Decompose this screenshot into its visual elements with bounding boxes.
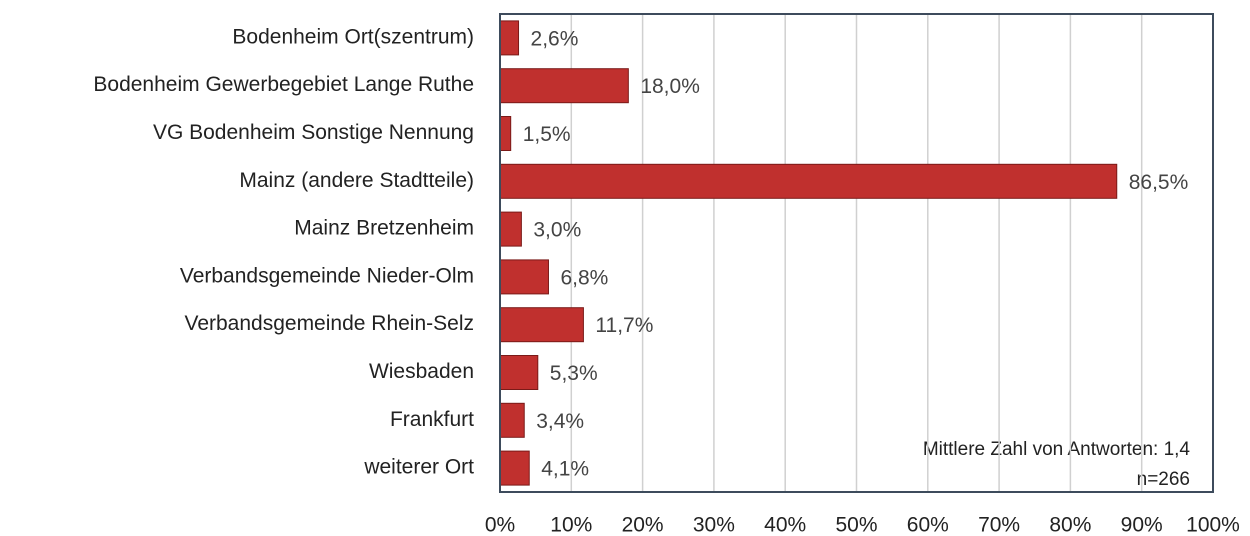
bar [499,211,522,247]
bar [499,450,530,486]
y-tick-label: VG Bodenheim Sonstige Nennung [153,121,474,144]
x-tick-label: 0% [485,514,515,536]
value-label: 2,6% [531,27,579,50]
y-tick-label: weiterer Ort [363,456,474,479]
x-tick-label: 10% [550,514,592,536]
y-tick-label: Verbandsgemeinde Nieder-Olm [180,264,474,287]
x-tick-label: 20% [622,514,664,536]
bar [499,163,1118,199]
y-tick-label: Wiesbaden [369,360,474,383]
y-tick-label: Mainz Bretzenheim [294,217,474,240]
bar [499,116,512,151]
value-label: 86,5% [1129,171,1189,194]
x-tick-label: 70% [978,514,1020,536]
y-tick-label: Frankfurt [390,408,474,431]
bar [499,259,549,295]
value-label: 6,8% [560,266,608,289]
annotation: Mittlere Zahl von Antworten: 1,4 [923,439,1191,460]
x-tick-label: 90% [1121,514,1163,536]
value-label: 5,3% [550,362,598,385]
bar [499,402,525,438]
y-tick-label: Bodenheim Gewerbegebiet Lange Ruthe [93,73,474,96]
value-label: 4,1% [541,458,589,481]
bar [499,20,520,56]
plot-border [499,13,1214,493]
annotation: n=266 [1137,469,1190,490]
x-tick-label: 30% [693,514,735,536]
x-tick-label: 40% [764,514,806,536]
value-label: 18,0% [640,75,700,98]
y-tick-label: Bodenheim Ort(szentrum) [232,25,474,48]
bar [499,307,584,343]
value-label: 3,0% [533,219,581,242]
value-label: 3,4% [536,410,584,433]
x-tick-label: 100% [1186,514,1240,536]
value-label: 1,5% [523,123,571,146]
x-tick-label: 60% [907,514,949,536]
bar [499,355,539,390]
bar [499,68,629,104]
x-tick-label: 80% [1049,514,1091,536]
value-label: 11,7% [595,314,653,337]
y-tick-label: Mainz (andere Stadtteile) [239,169,474,192]
y-tick-label: Verbandsgemeinde Rhein-Selz [184,312,474,335]
x-tick-label: 50% [835,514,877,536]
